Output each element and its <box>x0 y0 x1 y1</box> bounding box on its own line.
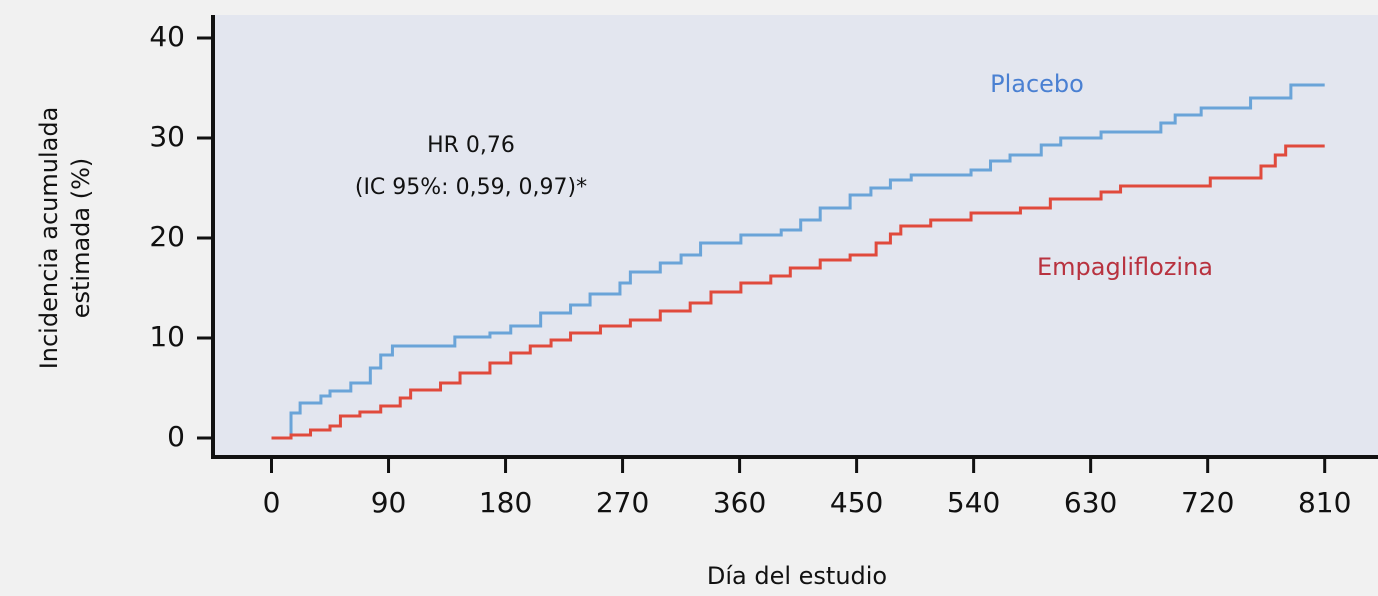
legend-label: Empagliflozina <box>1037 253 1213 281</box>
series-line <box>271 144 1325 440</box>
x-tick-label: 90 <box>371 486 407 519</box>
y-axis-label: estimada (%) <box>67 158 95 319</box>
y-tick-label: 30 <box>149 120 185 153</box>
x-tick-label: 630 <box>1064 486 1117 519</box>
x-tick-label: 720 <box>1181 486 1234 519</box>
y-tick-label: 10 <box>149 320 185 353</box>
annotation: (IC 95%: 0,59, 0,97)* <box>355 175 587 200</box>
x-tick-label: 450 <box>830 486 883 519</box>
x-tick-label: 270 <box>596 486 649 519</box>
annotation: HR 0,76 <box>427 133 515 158</box>
axes <box>211 15 1378 459</box>
legend-label: Placebo <box>990 70 1084 98</box>
y-tick-label: 0 <box>167 420 185 453</box>
series-line <box>271 83 1325 440</box>
x-tick-label: 0 <box>263 486 281 519</box>
x-tick-label: 810 <box>1298 486 1351 519</box>
x-tick-label: 540 <box>947 486 1000 519</box>
plot-area <box>213 15 1378 457</box>
x-axis-label: Día del estudio <box>707 562 887 590</box>
x-tick-label: 360 <box>713 486 766 519</box>
y-axis-label: Incidencia acumulada <box>35 107 63 370</box>
y-tick-label: 20 <box>149 220 185 253</box>
y-tick-label: 40 <box>149 20 185 53</box>
x-tick-label: 180 <box>479 486 532 519</box>
